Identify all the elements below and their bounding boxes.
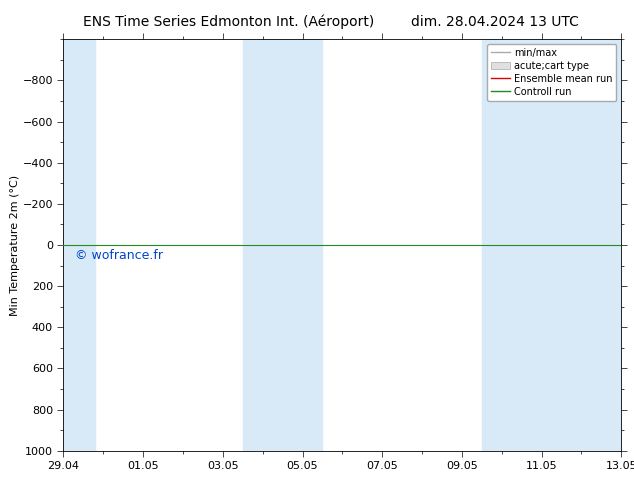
Bar (243, 39, 323, 451)
Bar (63, 39, 95, 451)
Bar (482, 39, 621, 451)
Text: © wofrance.fr: © wofrance.fr (75, 249, 162, 262)
Y-axis label: Min Temperature 2m (°C): Min Temperature 2m (°C) (10, 174, 20, 316)
Text: dim. 28.04.2024 13 UTC: dim. 28.04.2024 13 UTC (411, 15, 578, 29)
Legend: min/max, acute;cart type, Ensemble mean run, Controll run: min/max, acute;cart type, Ensemble mean … (487, 44, 616, 100)
Text: ENS Time Series Edmonton Int. (Aéroport): ENS Time Series Edmonton Int. (Aéroport) (82, 15, 374, 29)
